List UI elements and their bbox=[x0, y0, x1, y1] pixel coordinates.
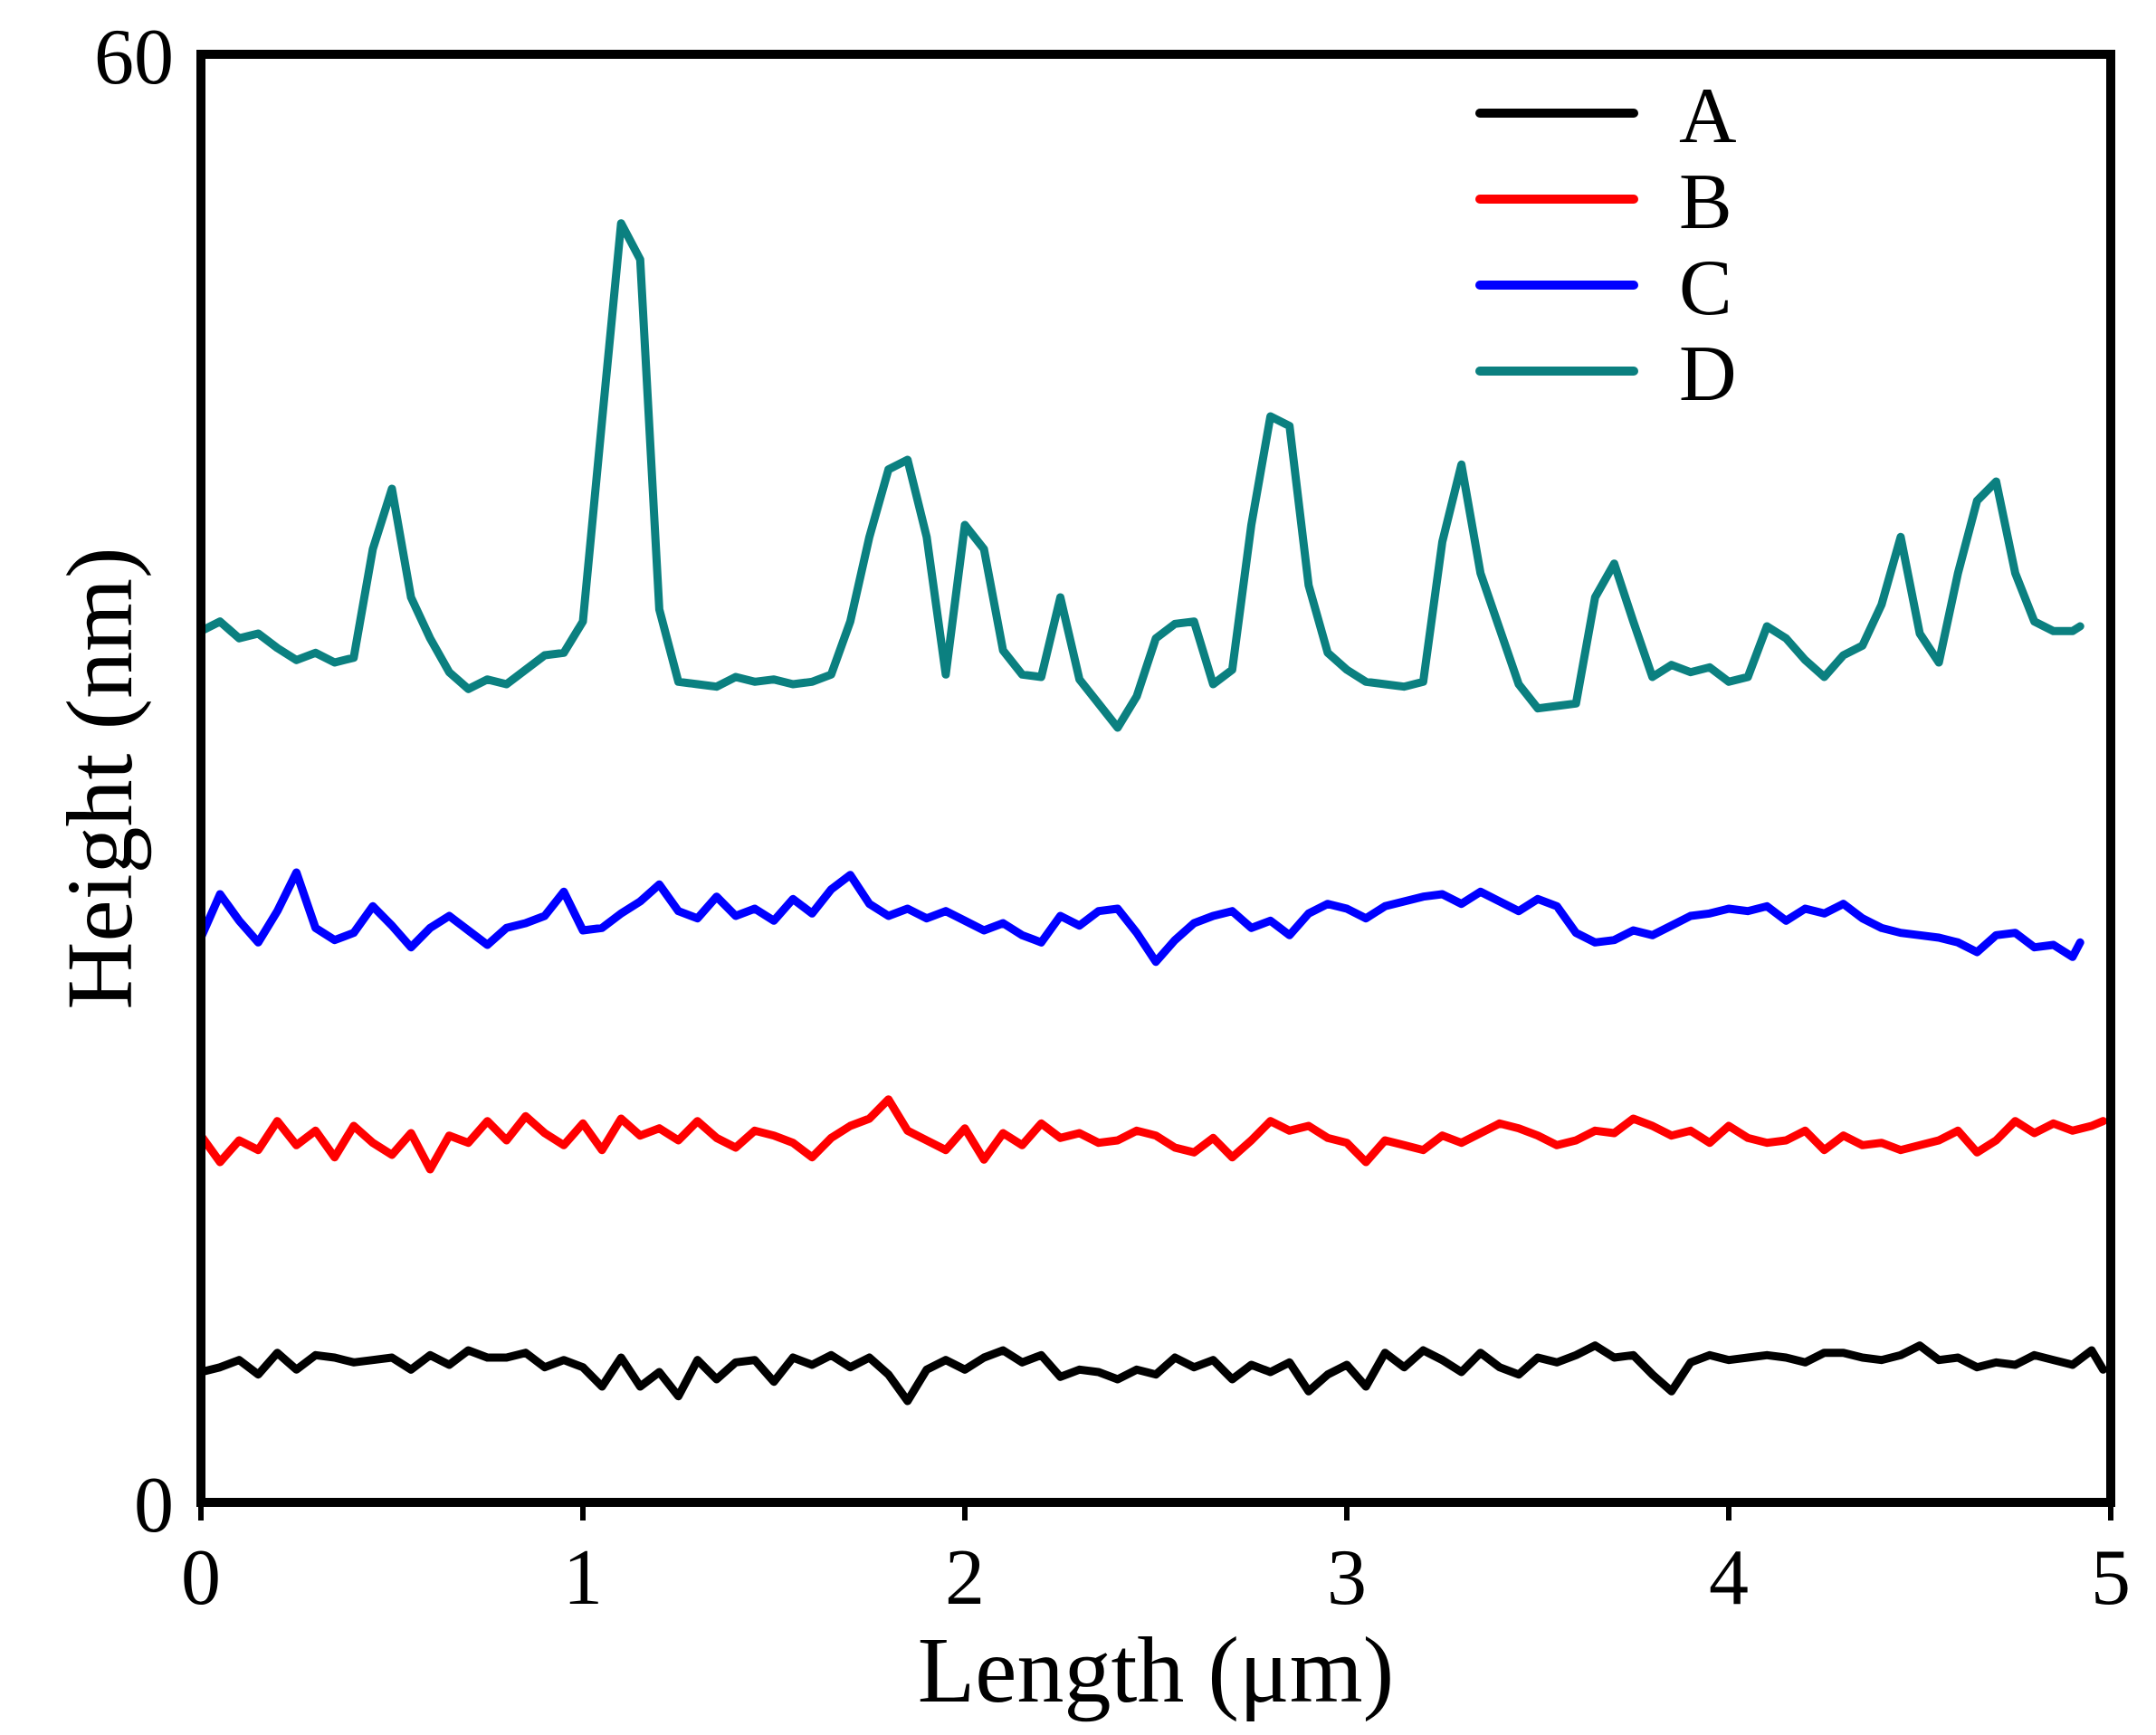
x-tick-label: 2 bbox=[945, 1534, 985, 1622]
x-axis-title: Length (μm) bbox=[918, 1618, 1395, 1722]
x-tick-label: 3 bbox=[1327, 1534, 1367, 1622]
legend-label-c: C bbox=[1679, 244, 1732, 332]
x-tick-label: 1 bbox=[563, 1534, 603, 1622]
x-tick-label: 5 bbox=[2091, 1534, 2131, 1622]
legend-label-a: A bbox=[1679, 72, 1737, 160]
series-layer bbox=[196, 219, 2108, 1406]
y-axis-title: Height (nm) bbox=[48, 547, 152, 1009]
x-tick-label: 0 bbox=[181, 1534, 221, 1622]
legend-label-b: B bbox=[1679, 158, 1732, 246]
x-axis-ticks: 0 1 2 3 4 5 bbox=[181, 1502, 2131, 1622]
series-line-c bbox=[196, 868, 2084, 967]
y-tick-label: 60 bbox=[94, 14, 174, 101]
series-line-a bbox=[196, 1341, 2108, 1406]
x-tick-label: 4 bbox=[1709, 1534, 1749, 1622]
y-axis-ticks: 0 60 bbox=[94, 14, 174, 1549]
plot-area-frame bbox=[196, 50, 2115, 1507]
series-line-d bbox=[196, 219, 2084, 732]
series-line-b bbox=[196, 1095, 2108, 1174]
legend-label-d: D bbox=[1679, 330, 1737, 418]
y-tick-label: 0 bbox=[134, 1462, 174, 1549]
